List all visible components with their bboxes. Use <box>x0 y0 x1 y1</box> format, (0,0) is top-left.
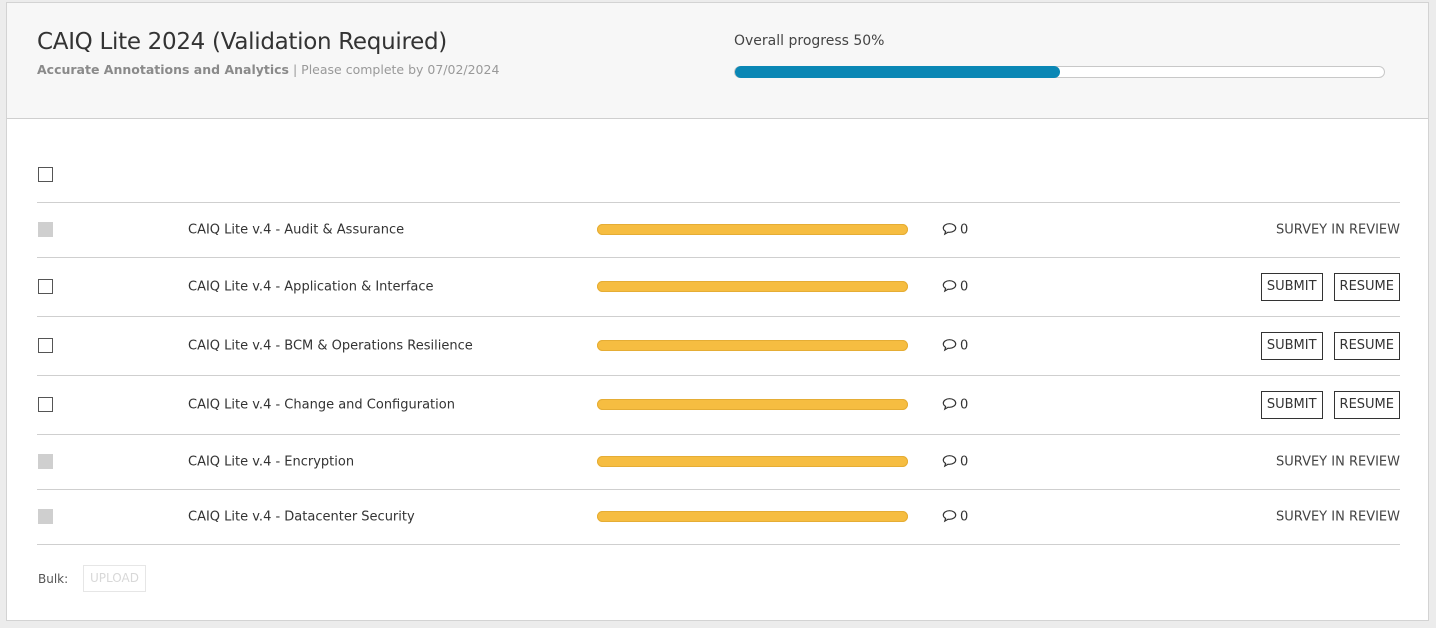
section-name: CAIQ Lite v.4 - BCM & Operations Resilie… <box>188 338 473 354</box>
comment-icon <box>942 510 957 523</box>
row-checkbox[interactable] <box>38 279 53 294</box>
overall-progress-label: Overall progress 50% <box>734 33 885 49</box>
survey-card: CAIQ Lite 2024 (Validation Required) Acc… <box>6 2 1429 621</box>
resume-button[interactable]: RESUME <box>1333 273 1400 301</box>
overall-progress-bar <box>734 66 1385 78</box>
section-name: CAIQ Lite v.4 - Datacenter Security <box>188 509 415 525</box>
row-actions: SUBMIT RESUME <box>1260 273 1400 301</box>
comment-icon <box>942 339 957 352</box>
status-label: SURVEY IN REVIEW <box>1275 454 1400 470</box>
comments-count-value: 0 <box>960 222 969 238</box>
resume-button[interactable]: RESUME <box>1333 391 1400 419</box>
bulk-upload-button[interactable]: UPLOAD <box>83 565 146 592</box>
section-name: CAIQ Lite v.4 - Audit & Assurance <box>188 222 405 238</box>
comments-count-value: 0 <box>960 338 969 354</box>
row-actions: SUBMIT RESUME <box>1260 332 1400 360</box>
comments-count[interactable]: 0 <box>942 510 968 525</box>
comment-icon <box>942 398 957 411</box>
section-progress-bar <box>597 281 908 292</box>
submit-button[interactable]: SUBMIT <box>1260 391 1323 419</box>
section-name: CAIQ Lite v.4 - Change and Configuration <box>188 397 455 413</box>
bulk-label: Bulk: <box>38 572 69 586</box>
comments-count-value: 0 <box>960 279 969 295</box>
row-actions: SUBMIT RESUME <box>1260 391 1400 419</box>
survey-section-list: CAIQ Lite v.4 - Audit & Assurance 0 SURVEY… <box>37 202 1400 545</box>
survey-header: CAIQ Lite 2024 (Validation Required) Acc… <box>7 3 1428 119</box>
company-name: Accurate Annotations and Analytics <box>37 62 289 77</box>
row-checkbox <box>38 222 53 237</box>
section-progress-bar <box>597 224 908 235</box>
comments-count-value: 0 <box>960 454 969 470</box>
row-checkbox <box>38 509 53 524</box>
row-checkbox[interactable] <box>38 397 53 412</box>
status-label: SURVEY IN REVIEW <box>1275 509 1400 525</box>
submit-button[interactable]: SUBMIT <box>1260 273 1323 301</box>
section-progress-bar <box>597 399 908 410</box>
subtitle-separator: | <box>289 62 302 77</box>
survey-subtitle: Accurate Annotations and Analytics | Ple… <box>37 62 499 77</box>
section-progress-bar <box>597 456 908 467</box>
due-date: Please complete by 07/02/2024 <box>301 62 500 77</box>
page-title: CAIQ Lite 2024 (Validation Required) <box>37 29 447 55</box>
select-all-checkbox[interactable] <box>38 167 53 182</box>
survey-section-row: CAIQ Lite v.4 - Application & Interface 0… <box>37 257 1400 316</box>
comments-count[interactable]: 0 <box>942 339 968 354</box>
section-name: CAIQ Lite v.4 - Encryption <box>188 454 355 470</box>
survey-section-row: CAIQ Lite v.4 - Datacenter Security 0 SURV… <box>37 489 1400 545</box>
section-progress-bar <box>597 340 908 351</box>
comments-count[interactable]: 0 <box>942 398 968 413</box>
comment-icon <box>942 280 957 293</box>
comment-icon <box>942 455 957 468</box>
status-label: SURVEY IN REVIEW <box>1275 222 1400 238</box>
resume-button[interactable]: RESUME <box>1333 332 1400 360</box>
comments-count-value: 0 <box>960 509 969 525</box>
row-checkbox <box>38 454 53 469</box>
overall-progress-fill <box>735 66 1060 78</box>
section-progress-bar <box>597 511 908 522</box>
submit-button[interactable]: SUBMIT <box>1260 332 1323 360</box>
section-name: CAIQ Lite v.4 - Application & Interface <box>188 279 434 295</box>
comments-count[interactable]: 0 <box>942 280 968 295</box>
comments-count[interactable]: 0 <box>942 223 968 238</box>
row-checkbox[interactable] <box>38 338 53 353</box>
survey-section-row: CAIQ Lite v.4 - Audit & Assurance 0 SURVEY… <box>37 202 1400 257</box>
comments-count-value: 0 <box>960 397 969 413</box>
survey-section-row: CAIQ Lite v.4 - Change and Configuration… <box>37 375 1400 434</box>
survey-section-row: CAIQ Lite v.4 - BCM & Operations Resilie… <box>37 316 1400 375</box>
survey-section-row: CAIQ Lite v.4 - Encryption 0 SURVEY IN REV… <box>37 434 1400 489</box>
comment-icon <box>942 223 957 236</box>
comments-count[interactable]: 0 <box>942 455 968 470</box>
